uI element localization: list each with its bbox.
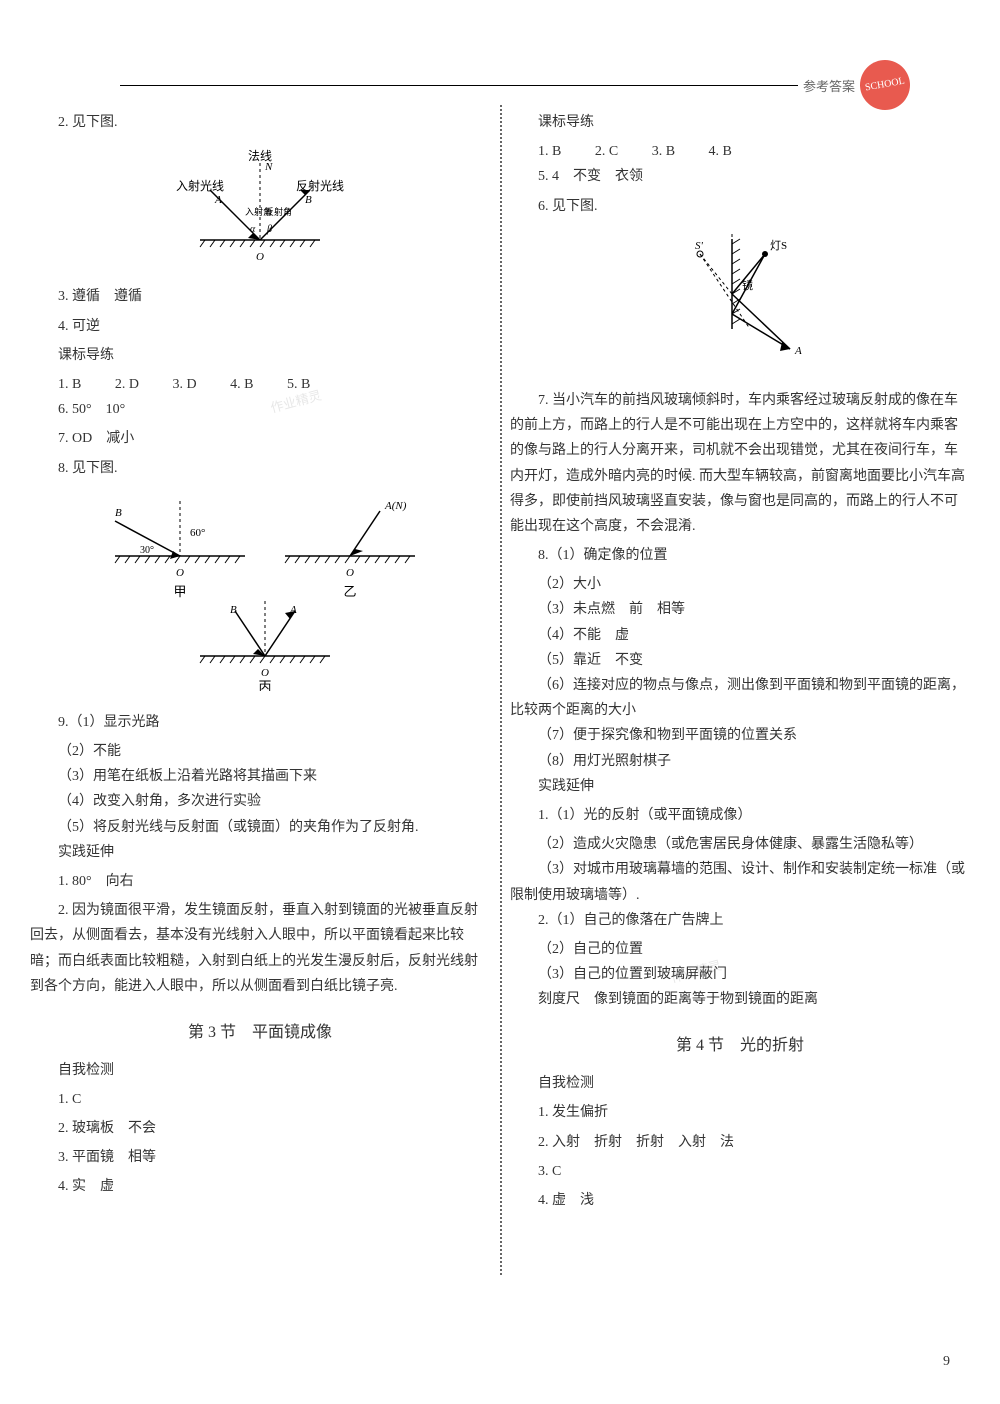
ziwo-label: 自我检测 — [30, 1058, 490, 1083]
svg-text:A: A — [794, 345, 802, 357]
svg-text:灯S: 灯S — [770, 239, 787, 252]
shijian-label-r: 实践延伸 — [510, 774, 970, 799]
mcq-r-2: 2. C — [595, 144, 618, 159]
diagram-jia: 60° B 30° — [115, 501, 245, 599]
right-column: 课标导练 1. B 2. C 3. B 4. B 5. 4 不变 衣领 6. 见… — [510, 110, 970, 1217]
svg-text:O: O — [346, 567, 354, 579]
item-r-8: 8.（1）确定像的位置 — [510, 543, 970, 568]
item-r-8-2: （2）大小 — [510, 572, 970, 597]
mcq-1: 1. B — [58, 377, 81, 392]
incident-label: 入射光线 — [176, 178, 224, 193]
hatching — [200, 240, 315, 247]
sj-r-2-2: （2）自己的位置 — [510, 937, 970, 962]
svg-text:A(N): A(N) — [384, 500, 407, 512]
zw-4: 4. 实 虚 — [30, 1174, 490, 1199]
reflection-diagram-2: 60° B 30° — [30, 491, 490, 700]
sj-r-2-3: （3）自己的位置到玻璃屏蔽门 — [510, 962, 970, 987]
mcq-row-1: 1. B 2. D 3. D 4. B 5. B — [30, 372, 490, 397]
zw-r-1: 1. 发生偏折 — [510, 1100, 970, 1125]
n-label: N — [264, 161, 273, 173]
mcq-r-1: 1. B — [538, 144, 561, 159]
mcq-5: 5. B — [287, 377, 310, 392]
diagram-yi: A(N) — [285, 500, 415, 599]
svg-text:α: α — [250, 224, 256, 235]
mcq-row-r: 1. B 2. C 3. B 4. B — [510, 139, 970, 164]
zw-2: 2. 玻璃板 不会 — [30, 1116, 490, 1141]
diagram-bing: B A — [200, 601, 330, 691]
svg-text:甲: 甲 — [173, 584, 186, 599]
item-r-8-6: （6）连接对应的物点与像点，测出像到平面镜和物到平面镜的距离，比较两个距离的大小 — [510, 673, 970, 723]
item-r-8-4: （4）不能 虚 — [510, 623, 970, 648]
svg-text:丙: 丙 — [258, 679, 271, 691]
sj-r-2-4: 刻度尺 像到镜面的距离等于物到镜面的距离 — [510, 987, 970, 1012]
svg-text:β: β — [266, 224, 272, 235]
zw-r-3: 3. C — [510, 1159, 970, 1184]
mcq-4: 4. B — [230, 377, 253, 392]
mcq-2: 2. D — [115, 377, 139, 392]
svg-text:60°: 60° — [190, 527, 205, 539]
a-label: A — [214, 194, 222, 206]
zw-r-2: 2. 入射 折射 折射 入射 法 — [510, 1130, 970, 1155]
item-r-7: 7. 当小汽车的前挡风玻璃倾斜时，车内乘客经过玻璃反射成的像在车的前上方，而路上… — [510, 388, 970, 539]
item-3: 3. 遵循 遵循 — [30, 284, 490, 309]
header-divider — [120, 85, 880, 86]
section-4-title: 第 4 节 光的折射 — [510, 1032, 970, 1061]
item-9-4: （4）改变入射角，多次进行实验 — [30, 789, 490, 814]
sj-2: 2. 因为镜面很平滑，发生镜面反射，垂直入射到镜面的光被垂直反射回去，从侧面看去… — [30, 898, 490, 999]
svg-text:S': S' — [695, 240, 704, 252]
svg-text:30°: 30° — [140, 545, 154, 556]
mcq-r-3: 3. B — [652, 144, 675, 159]
item-r-8-7: （7）便于探究像和物到平面镜的位置关系 — [510, 723, 970, 748]
svg-text:乙: 乙 — [343, 584, 356, 599]
o-label: O — [256, 251, 264, 263]
header-title: 参考答案 — [798, 75, 860, 98]
svg-text:B: B — [115, 507, 122, 519]
reflection-diagram-1: 法线 入射光线 反射光线 N A B 入射角 反射角 α β — [30, 145, 490, 274]
item-r-8-5: （5）靠近 不变 — [510, 648, 970, 673]
item-7: 7. OD 减小 — [30, 426, 490, 451]
item-4: 4. 可逆 — [30, 314, 490, 339]
mirror-diagram: S' 灯S 镜 — [510, 229, 970, 378]
zw-1: 1. C — [30, 1087, 490, 1112]
school-logo: SCHOOL — [856, 56, 914, 114]
item-r-8-3: （3）未点燃 前 相等 — [510, 597, 970, 622]
column-divider — [500, 105, 502, 1275]
kebiao-label: 课标导练 — [30, 343, 490, 368]
b-label: B — [305, 194, 312, 206]
sj-r-2: 2.（1）自己的像落在广告牌上 — [510, 908, 970, 933]
ziwo-label-r: 自我检测 — [510, 1071, 970, 1096]
page-number: 9 — [943, 1349, 950, 1374]
sj-r-1-2: （2）造成火灾隐患（或危害居民身体健康、暴露生活隐私等） — [510, 832, 970, 857]
sj-r-1: 1.（1）光的反射（或平面镜成像） — [510, 803, 970, 828]
zw-3: 3. 平面镜 相等 — [30, 1145, 490, 1170]
item-r-6: 6. 见下图. — [510, 194, 970, 219]
item-9-5: （5）将反射光线与反射面（或镜面）的夹角作为了反射角. — [30, 815, 490, 840]
zw-r-4: 4. 虚 浅 — [510, 1188, 970, 1213]
item-8: 8. 见下图. — [30, 456, 490, 481]
item-r-8-8: （8）用灯光照射棋子 — [510, 749, 970, 774]
kebiao-label-r: 课标导练 — [510, 110, 970, 135]
item-9-3: （3）用笔在纸板上沿着光路将其描画下来 — [30, 764, 490, 789]
section-3-title: 第 3 节 平面镜成像 — [30, 1019, 490, 1048]
sj-r-1-3: （3）对城市用玻璃幕墙的范围、设计、制作和安装制定统一标准（或限制使用玻璃墙等）… — [510, 857, 970, 907]
svg-text:O: O — [176, 567, 184, 579]
svg-text:B: B — [230, 604, 237, 616]
sj-1: 1. 80° 向右 — [30, 869, 490, 894]
item-2: 2. 见下图. — [30, 110, 490, 135]
item-9: 9.（1）显示光路 — [30, 710, 490, 735]
shijian-label: 实践延伸 — [30, 840, 490, 865]
svg-text:O: O — [261, 667, 269, 679]
reflect-angle: 反射角 — [265, 206, 292, 217]
left-column: 2. 见下图. 法线 入射光线 反射光线 N A B 入射角 反射角 α β — [30, 110, 490, 1217]
item-6: 6. 50° 10° — [30, 397, 490, 422]
item-9-2: （2）不能 — [30, 739, 490, 764]
item-r-5: 5. 4 不变 衣领 — [510, 164, 970, 189]
mcq-r-4: 4. B — [709, 144, 732, 159]
mcq-3: 3. D — [172, 377, 196, 392]
